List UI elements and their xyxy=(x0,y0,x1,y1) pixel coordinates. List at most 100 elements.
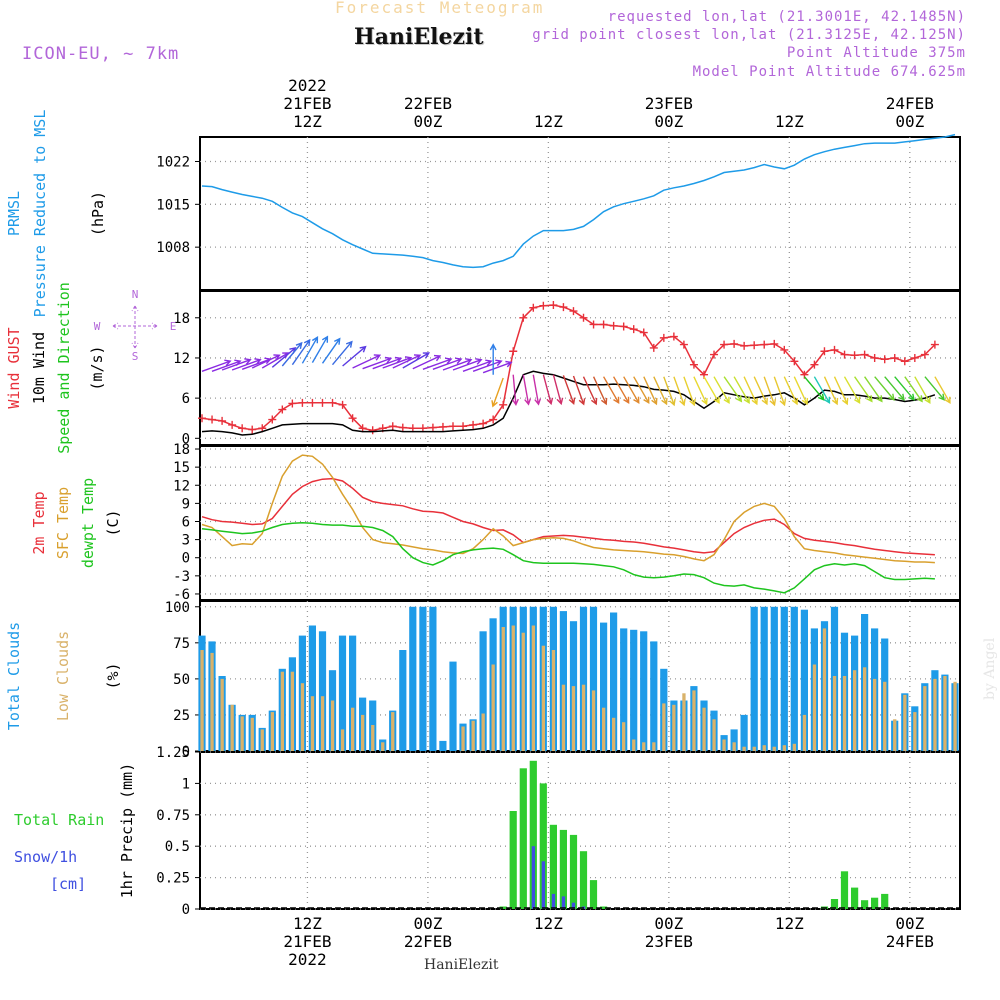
point-altitude: Point Altitude 375m xyxy=(786,45,966,61)
y-tick-label: 1008 xyxy=(156,240,190,256)
y-axis-label: Total Clouds xyxy=(5,622,23,730)
gust-marker xyxy=(649,343,658,352)
gust-marker xyxy=(910,353,919,362)
gust-marker xyxy=(760,340,769,349)
y-tick-label: 0 xyxy=(182,744,190,760)
wind-arrow xyxy=(783,376,799,406)
bar-low xyxy=(913,712,917,751)
bar-low xyxy=(842,676,847,751)
gust-marker xyxy=(930,340,939,349)
wind-arrow xyxy=(763,376,777,407)
panel-pressure: 1008 1015 1022 PRMSL Pressure Reduced to MSL… xyxy=(5,110,961,317)
bar-total xyxy=(338,635,347,751)
gust-marker xyxy=(740,341,749,350)
bar-low xyxy=(933,678,937,751)
time-label-bottom: 00Z xyxy=(413,914,442,933)
bar-total xyxy=(429,606,437,751)
bar-low xyxy=(712,719,716,751)
gust-marker xyxy=(529,303,538,312)
bar-rain xyxy=(569,834,578,909)
y-tick-label: 0.25 xyxy=(156,871,190,887)
y-tick-label: 9 xyxy=(182,496,190,512)
bar-rain xyxy=(499,906,507,909)
time-label-bottom: 24FEB xyxy=(886,932,934,951)
bar-total xyxy=(740,714,748,751)
bar-low xyxy=(822,628,827,751)
wind-arrow xyxy=(552,374,564,406)
wind-arrow xyxy=(653,376,668,406)
series-line-sfc xyxy=(201,454,935,564)
gust-marker xyxy=(338,400,347,409)
y-tick-label: -3 xyxy=(173,569,190,585)
wind-arrow xyxy=(572,375,586,406)
wind-arrow xyxy=(743,376,758,406)
gust-marker xyxy=(519,313,528,322)
time-label-top: 12Z xyxy=(775,112,804,131)
panel-frame xyxy=(199,290,961,446)
gust-marker xyxy=(730,339,739,348)
bar-total xyxy=(439,740,447,751)
bar-low xyxy=(391,712,395,751)
wind-arrow xyxy=(331,340,353,366)
y-tick-label: 75 xyxy=(173,636,190,652)
y-tick-label: 18 xyxy=(173,442,190,458)
y-tick-label: 25 xyxy=(173,708,190,724)
wind-arrow xyxy=(592,376,608,406)
wind-arrow xyxy=(452,358,483,371)
wind-arrow xyxy=(864,376,883,403)
y-axis-label: (C) xyxy=(104,509,122,536)
gust-marker xyxy=(880,355,889,364)
bar-total xyxy=(409,606,417,751)
bar-rain xyxy=(840,871,849,909)
bar-total xyxy=(399,650,407,751)
bar-rain xyxy=(861,900,869,909)
time-label-bottom: 22FEB xyxy=(404,932,452,951)
bar-low xyxy=(240,716,244,751)
wind-arrow xyxy=(693,376,708,406)
bar-low xyxy=(792,743,796,751)
bar-low xyxy=(762,745,766,751)
wind-arrow xyxy=(833,376,849,406)
y-axis-label: 2m Temp xyxy=(30,491,48,554)
gust-marker xyxy=(469,420,478,429)
bar-low xyxy=(481,713,485,751)
wind-arrow xyxy=(713,376,730,404)
wind-arrow xyxy=(803,376,825,401)
time-label-top: 23FEB xyxy=(645,94,693,113)
y-tick-label: 1022 xyxy=(156,154,190,170)
gust-marker xyxy=(398,423,407,432)
wind-arrow xyxy=(281,341,303,367)
bar-low xyxy=(491,664,495,751)
wind-arrow xyxy=(854,376,873,403)
bar-total xyxy=(650,641,658,751)
bar-total xyxy=(419,606,427,751)
wind-arrow xyxy=(532,374,542,406)
bar-low xyxy=(230,704,234,751)
bar-total xyxy=(800,609,808,751)
wind-arrow xyxy=(342,345,367,367)
wind-arrow xyxy=(462,359,493,372)
gust-marker xyxy=(770,339,779,348)
bar-total xyxy=(600,622,608,751)
precip-legend-rain: Total Rain xyxy=(14,811,104,829)
bar-rain xyxy=(539,783,547,909)
gust-marker xyxy=(900,357,909,366)
bar-low xyxy=(351,707,355,751)
compass-w: W xyxy=(94,320,101,333)
wind-arrow xyxy=(301,336,319,364)
model-label: ICON-EU, ~ 7km xyxy=(22,44,180,64)
panel-wind: 0 6 12 18 Wind GUST 10m Wind Speed and Directi… xyxy=(5,282,961,454)
wind-arrow xyxy=(201,359,232,372)
wind-arrow xyxy=(311,335,329,363)
wind-arrow xyxy=(422,357,453,370)
time-label-top: 21FEB xyxy=(283,94,331,113)
wind-arrow xyxy=(703,376,720,404)
gust-marker xyxy=(448,422,457,431)
bar-total xyxy=(640,631,648,751)
gust-marker xyxy=(489,415,498,424)
wind-arrow xyxy=(884,376,905,401)
bar-low xyxy=(672,704,676,751)
bar-low xyxy=(883,681,887,751)
bar-total xyxy=(770,606,778,751)
